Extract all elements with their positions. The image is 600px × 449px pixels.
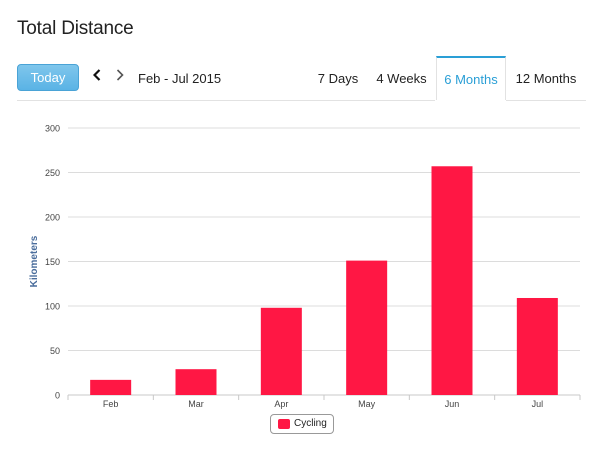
y-tick-label: 250	[45, 168, 60, 178]
x-tick-label: Feb	[103, 399, 119, 409]
bar-mar	[175, 369, 217, 395]
y-axis-label: Kilometers	[29, 235, 40, 287]
today-button[interactable]: Today	[17, 64, 79, 91]
x-tick-label: Apr	[274, 399, 288, 409]
toolbar-divider	[17, 100, 435, 101]
bar-may	[346, 260, 388, 395]
tab-7-days[interactable]: 7 Days	[317, 71, 359, 86]
chevron-left-icon[interactable]	[93, 69, 101, 81]
bar-jul	[516, 297, 558, 395]
tab-4-weeks[interactable]: 4 Weeks	[376, 71, 427, 86]
x-tick-label: Mar	[188, 399, 204, 409]
y-tick-label: 100	[45, 302, 60, 312]
legend-swatch	[278, 419, 290, 429]
chevron-right-icon[interactable]	[116, 69, 124, 81]
tab-12-months[interactable]: 12 Months	[515, 71, 577, 86]
toolbar-divider	[506, 100, 586, 101]
toolbar: Today Feb - Jul 2015 7 Days 4 Weeks 6 Mo…	[0, 56, 600, 100]
x-tick-label: Jun	[445, 399, 460, 409]
tab-6-months[interactable]: 6 Months	[436, 56, 506, 100]
bar-apr	[260, 307, 302, 395]
page-title: Total Distance	[17, 18, 134, 39]
date-range-label: Feb - Jul 2015	[138, 71, 222, 86]
y-tick-label: 150	[45, 257, 60, 267]
y-tick-label: 200	[45, 213, 60, 223]
y-tick-label: 0	[55, 391, 60, 401]
legend-label: Cycling	[294, 418, 327, 429]
y-tick-label: 50	[50, 346, 60, 356]
x-tick-label: Jul	[532, 399, 544, 409]
x-tick-label: May	[358, 399, 376, 409]
bar-jun	[431, 166, 473, 395]
legend-item-cycling[interactable]: Cycling	[270, 414, 334, 434]
bar-feb	[90, 379, 132, 395]
y-tick-label: 300	[45, 124, 60, 134]
